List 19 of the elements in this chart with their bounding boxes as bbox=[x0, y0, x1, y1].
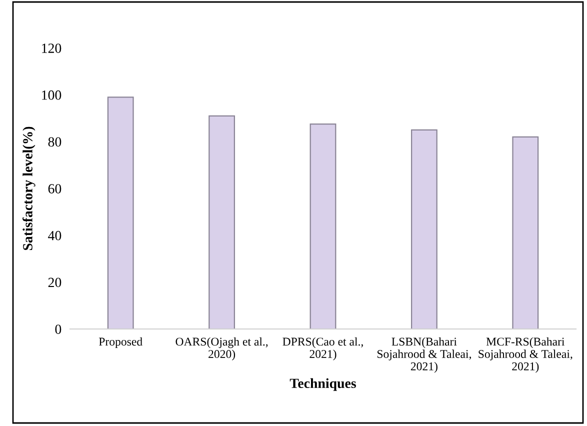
y-tick-label: 80 bbox=[48, 137, 62, 147]
bar bbox=[512, 136, 539, 329]
y-tick-label: 60 bbox=[48, 184, 62, 194]
y-tick-label: 20 bbox=[48, 278, 62, 288]
y-tick-label: 100 bbox=[42, 90, 62, 100]
bar bbox=[107, 96, 134, 329]
x-axis-title: Techniques bbox=[290, 378, 356, 391]
x-tick-label: Proposed bbox=[98, 337, 142, 348]
bar bbox=[410, 129, 438, 329]
bar bbox=[310, 124, 336, 329]
x-tick-label: MCF-RS(Bahari Sojahrood & Taleai, 2021) bbox=[478, 337, 572, 373]
x-tick-label: LSBN(Bahari Sojahrood & Taleai, 2021) bbox=[377, 337, 471, 373]
bar bbox=[208, 115, 236, 329]
x-tick-label: DPRS(Cao et al., 2021) bbox=[282, 337, 363, 360]
y-axis-title: Satisfactory level(%) bbox=[22, 126, 36, 250]
x-tick-label: OARS(Ojagh et al., 2020) bbox=[176, 337, 268, 360]
y-tick-label: 40 bbox=[48, 230, 62, 240]
y-tick-label: 0 bbox=[55, 324, 62, 334]
y-tick-label: 120 bbox=[42, 44, 62, 53]
